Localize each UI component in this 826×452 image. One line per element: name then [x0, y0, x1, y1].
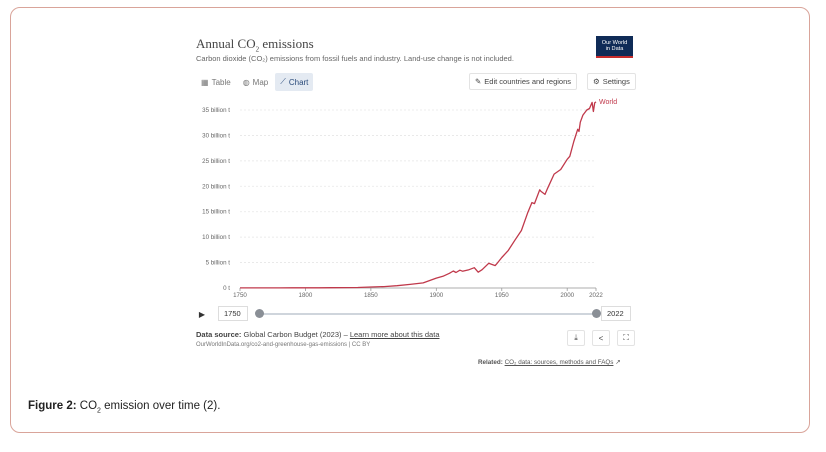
data-source: Data source: Global Carbon Budget (2023)… [196, 330, 440, 339]
start-handle[interactable] [255, 309, 264, 318]
settings-button[interactable]: ⚙ Settings [587, 73, 636, 90]
start-year-box[interactable]: 1750 [218, 306, 248, 321]
download-icon[interactable]: ⤓ [567, 330, 585, 346]
end-year-box[interactable]: 2022 [601, 306, 631, 321]
chart-subtitle: Carbon dioxide (CO₂) emissions from foss… [196, 54, 514, 63]
x-tick-label: 1800 [299, 292, 313, 298]
timeline-track[interactable] [259, 313, 596, 315]
x-tick-label: 1750 [233, 292, 247, 298]
line-chart-icon: ⟋ [280, 77, 286, 86]
x-tick-label: 2000 [560, 292, 574, 298]
series-line-world[interactable] [240, 101, 597, 289]
edit-countries-button[interactable]: ✎ Edit countries and regions [469, 73, 578, 90]
x-tick-label: 1950 [495, 292, 509, 298]
owid-logo[interactable]: Our World in Data [596, 36, 633, 58]
external-link-icon: ↗ [615, 359, 621, 366]
y-tick-label: 0 t [223, 285, 230, 292]
y-tick-label: 10 billion t [202, 234, 230, 241]
emissions-line-chart[interactable]: 0 t 5 billion t 10 billion t 15 billion t 20… [186, 98, 638, 298]
y-tick-label: 15 billion t [202, 209, 230, 216]
learn-more-link[interactable]: Learn more about this data [349, 330, 440, 339]
fullscreen-icon[interactable]: ⛶ [617, 330, 635, 346]
chart-title: Annual CO2 emissions [196, 36, 314, 54]
figure-caption: Figure 2: CO2 emission over time (2). [28, 400, 221, 415]
x-tick-label: 1850 [364, 292, 378, 298]
x-tick-label: 1900 [429, 292, 443, 298]
timeline-slider: ▶ 1750 2022 [196, 305, 636, 323]
y-tick-label: 30 billion t [202, 132, 230, 139]
source-url: OurWorldInData.org/co2-and-greenhouse-ga… [196, 342, 371, 348]
globe-icon: ◍ [242, 77, 250, 87]
x-tick-label: 2022 [589, 292, 603, 298]
y-tick-label: 25 billion t [202, 158, 230, 165]
view-tabs: ▦ Table ◍ Map ⟋ Chart [196, 73, 314, 91]
pencil-icon: ✎ [475, 77, 482, 86]
table-icon: ▦ [201, 77, 209, 87]
y-tick-label: 20 billion t [202, 183, 230, 190]
end-handle[interactable] [592, 309, 601, 318]
gear-icon: ⚙ [593, 77, 600, 86]
y-tick-label: 5 billion t [206, 260, 231, 267]
play-icon[interactable]: ▶ [198, 309, 206, 319]
share-icon[interactable]: < [592, 330, 610, 346]
tab-map[interactable]: ◍ Map [242, 77, 269, 87]
series-label-world[interactable]: World [599, 99, 617, 106]
related-link[interactable]: CO₂ data: sources, methods and FAQs [504, 359, 614, 366]
owid-chart-widget: Annual CO2 emissions Carbon dioxide (CO₂… [186, 30, 638, 370]
tab-table[interactable]: ▦ Table [201, 77, 231, 87]
related-line: Related: CO₂ data: sources, methods and … [478, 359, 621, 366]
y-tick-label: 35 billion t [202, 107, 230, 114]
tab-chart[interactable]: ⟋ Chart [275, 73, 314, 91]
